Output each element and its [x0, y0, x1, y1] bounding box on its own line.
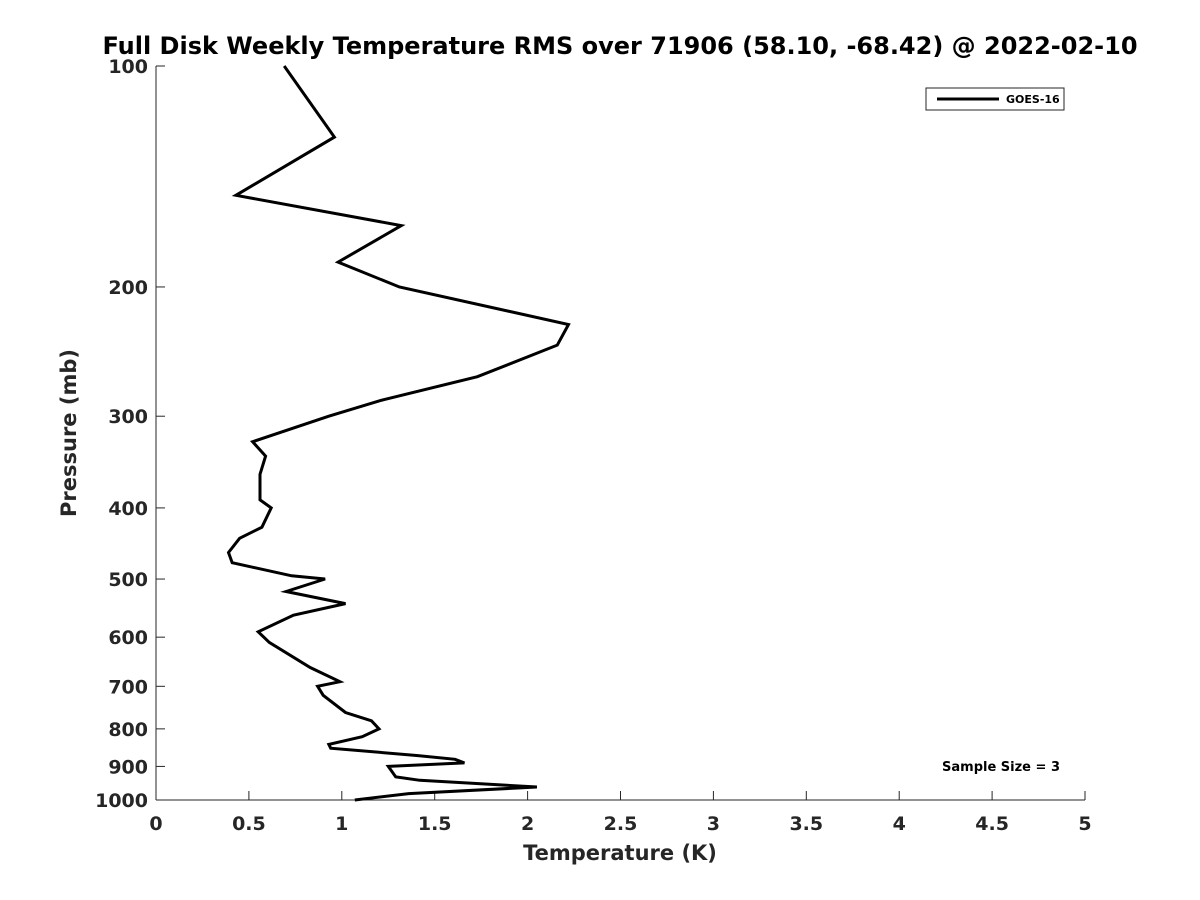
series-line-goes-16 [226, 65, 571, 802]
y-tick-label: 500 [108, 569, 148, 591]
x-tick-label: 4.5 [975, 813, 1009, 835]
x-tick-label: 0 [149, 813, 162, 835]
y-tick-label: 800 [108, 719, 148, 741]
x-tick-label: 4 [893, 813, 906, 835]
x-tick-label: 5 [1078, 813, 1091, 835]
y-tick-label: 300 [108, 406, 148, 428]
y-tick-label: 700 [108, 676, 148, 698]
x-tick-label: 2.5 [604, 813, 638, 835]
chart-title: Full Disk Weekly Temperature RMS over 71… [102, 32, 1137, 60]
y-tick-label: 600 [108, 627, 148, 649]
legend-label-goes-16: GOES-16 [1006, 93, 1060, 106]
sample-size-annotation: Sample Size = 3 [942, 760, 1060, 775]
x-tick-label: 3 [707, 813, 720, 835]
y-axis-label: Pressure (mb) [57, 349, 81, 517]
x-tick-label: 0.5 [232, 813, 266, 835]
legend[interactable]: GOES-16 [925, 87, 1065, 111]
x-tick-label: 3.5 [789, 813, 823, 835]
axes: 0 0.5 1 1.5 2 2.5 3 3.5 4 4.5 5 100 200 300 400 500 600 7… [95, 56, 1092, 835]
y-tick-label: 200 [108, 277, 148, 299]
y-tick-label: 1000 [95, 790, 148, 812]
x-tick-label: 1 [335, 813, 348, 835]
x-axis-label: Temperature (K) [523, 841, 717, 865]
y-tick-label: 900 [108, 756, 148, 778]
y-tick-label: 100 [108, 56, 148, 78]
y-tick-label: 400 [108, 498, 148, 520]
series-layer [226, 65, 571, 802]
x-tick-label: 1.5 [418, 813, 452, 835]
x-tick-label: 2 [521, 813, 534, 835]
